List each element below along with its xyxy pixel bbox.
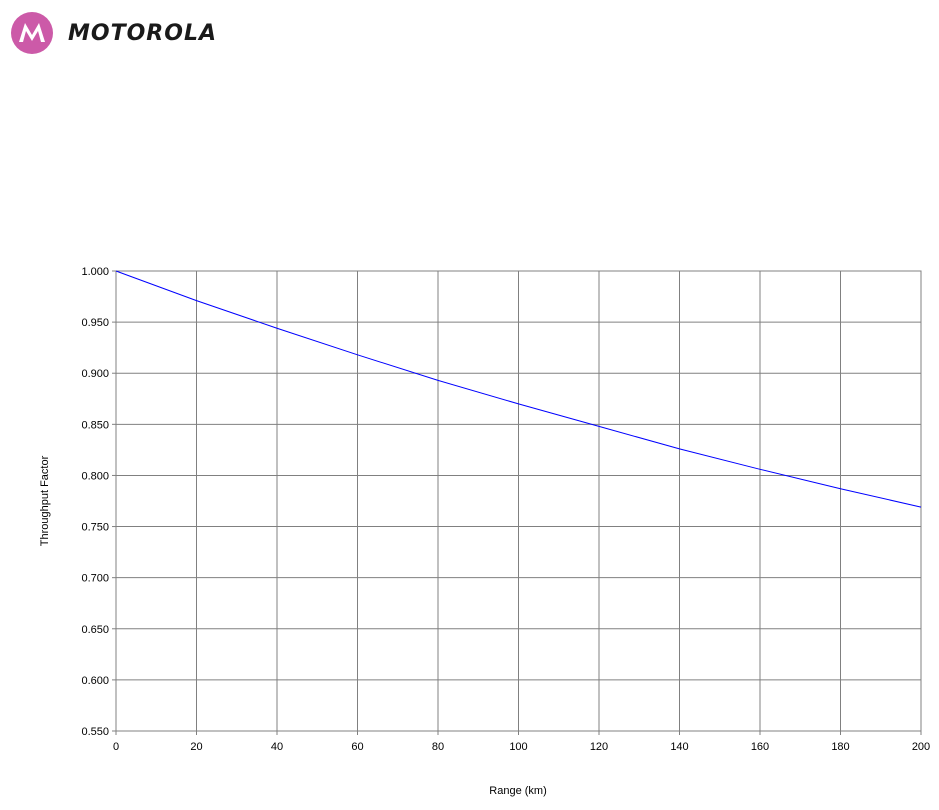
y-axis-title: Throughput Factor bbox=[39, 455, 51, 546]
x-tick-label: 80 bbox=[432, 741, 444, 753]
motorola-batwing-icon bbox=[11, 12, 53, 54]
y-tick-label: 0.600 bbox=[81, 675, 109, 687]
y-tick-label: 0.950 bbox=[81, 317, 109, 329]
motorola-logo: MOTOROLA bbox=[10, 8, 260, 58]
x-tick-label: 200 bbox=[912, 741, 930, 753]
x-tick-label: 180 bbox=[831, 741, 849, 753]
x-tick-label: 100 bbox=[509, 741, 527, 753]
y-tick-label: 0.850 bbox=[81, 419, 109, 431]
x-tick-label: 60 bbox=[351, 741, 363, 753]
x-tick-label: 140 bbox=[670, 741, 688, 753]
chart-series bbox=[115, 270, 922, 508]
y-tick-label: 1.000 bbox=[81, 266, 109, 278]
x-tick-label: 40 bbox=[271, 741, 283, 753]
x-tick-label: 160 bbox=[751, 741, 769, 753]
series-line-0 bbox=[115, 270, 922, 508]
brand-name: MOTOROLA bbox=[68, 20, 217, 46]
y-axis-ticks: 0.550 0.600 0.650 0.700 0.750 0.800 0.850 0.900… bbox=[81, 266, 116, 738]
y-tick-label: 0.800 bbox=[81, 470, 109, 482]
y-tick-label: 0.650 bbox=[81, 624, 109, 636]
x-tick-label: 0 bbox=[113, 741, 119, 753]
x-axis-title: Range (km) bbox=[489, 785, 546, 797]
chart-grid bbox=[115, 270, 922, 732]
y-tick-label: 0.750 bbox=[81, 522, 109, 534]
x-tick-label: 20 bbox=[190, 741, 202, 753]
y-tick-label: 0.700 bbox=[81, 573, 109, 585]
x-axis-ticks: 0 20 40 60 80 100 120 140 160 180 200 bbox=[113, 731, 930, 753]
y-tick-label: 0.900 bbox=[81, 368, 109, 380]
y-tick-label: 0.550 bbox=[81, 726, 109, 738]
x-tick-label: 120 bbox=[590, 741, 608, 753]
